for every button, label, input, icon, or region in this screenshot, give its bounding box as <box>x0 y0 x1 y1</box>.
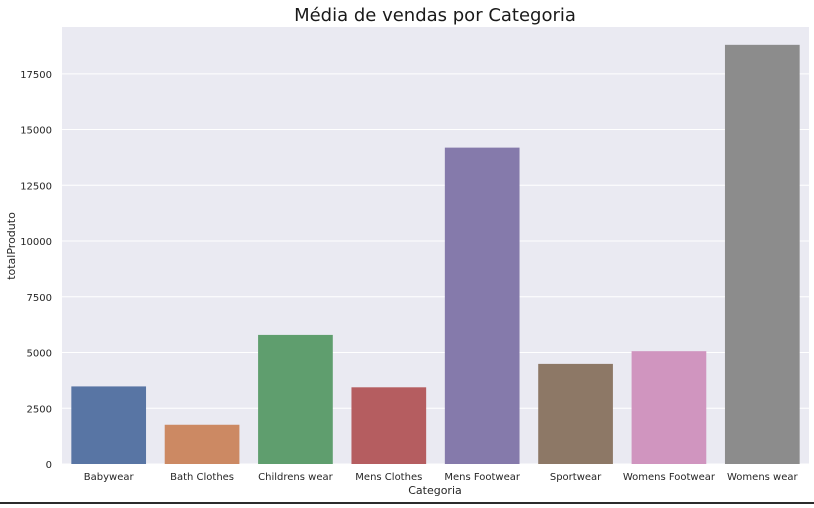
x-tick-label: Womens Footwear <box>623 472 716 483</box>
y-tick-label: 10000 <box>20 237 52 248</box>
bar-childrens-wear <box>258 334 333 464</box>
y-tick-label: 0 <box>46 460 52 471</box>
x-tick-label: Mens Clothes <box>355 472 422 483</box>
x-tick-label: Sportwear <box>550 472 602 483</box>
bottom-rule <box>0 502 814 504</box>
y-tick-label: 17500 <box>20 70 52 81</box>
chart-title: Média de vendas por Categoria <box>294 5 576 26</box>
x-tick-labels: Babywear Bath Clothes Childrens wear Mens C… <box>84 472 799 483</box>
y-tick-label: 15000 <box>20 126 52 137</box>
x-tick-label: Bath Clothes <box>170 472 234 483</box>
bar-womens-footwear <box>631 351 707 464</box>
bar-bath-clothes <box>164 424 240 464</box>
bars <box>71 44 800 465</box>
y-tick-label: 7500 <box>27 293 52 304</box>
bar-mens-clothes <box>351 387 427 464</box>
bar-sportwear <box>538 363 613 464</box>
x-tick-label: Childrens wear <box>258 472 333 483</box>
bar-mens-footwear <box>444 147 520 465</box>
x-axis-label: Categoria <box>408 484 462 497</box>
bar-babywear <box>71 386 147 464</box>
x-tick-label: Womens wear <box>727 472 798 483</box>
x-tick-label: Babywear <box>84 472 135 483</box>
y-axis-label: totalProduto <box>5 212 18 280</box>
y-tick-labels: 0 2500 5000 7500 10000 12500 15000 17500 <box>20 70 52 471</box>
x-tick-label: Mens Footwear <box>444 472 521 483</box>
y-tick-label: 12500 <box>20 181 52 192</box>
bar-womens-wear <box>724 44 800 465</box>
y-tick-label: 5000 <box>27 349 52 360</box>
y-tick-label: 2500 <box>27 404 52 415</box>
